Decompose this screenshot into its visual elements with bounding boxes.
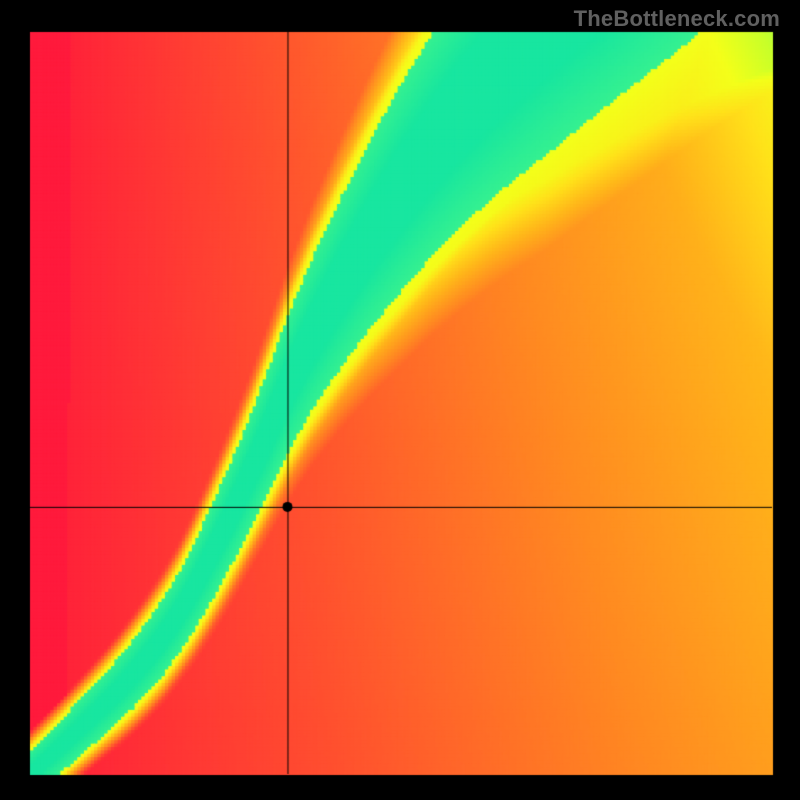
root-container: TheBottleneck.com	[0, 0, 800, 800]
heatmap-canvas	[0, 0, 800, 800]
watermark-text: TheBottleneck.com	[574, 6, 780, 32]
